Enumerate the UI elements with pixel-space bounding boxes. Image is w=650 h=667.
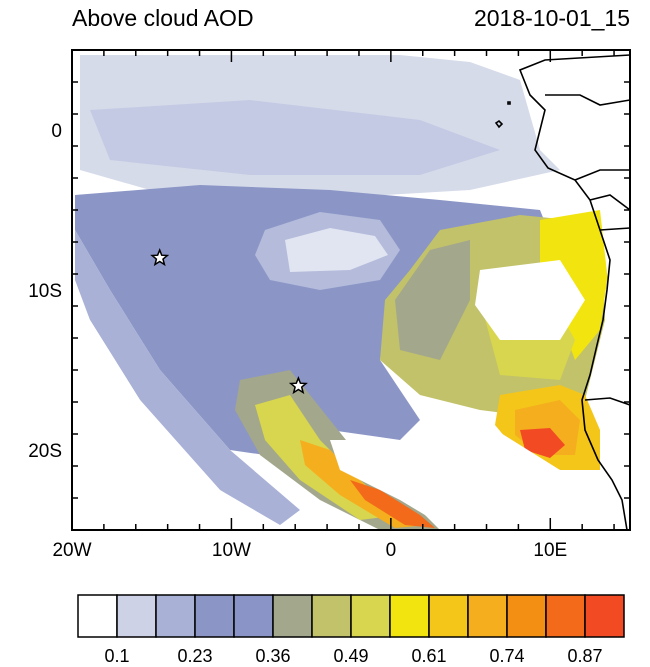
aod-region-sw-orange bbox=[300, 440, 430, 528]
plot-frame bbox=[71, 49, 631, 531]
country-border-1 bbox=[545, 94, 630, 106]
aod-region-clear-east bbox=[475, 260, 585, 340]
star-marker-icon bbox=[288, 375, 308, 395]
colorbar-label: 0.61 bbox=[411, 646, 446, 666]
colorbar-swatch bbox=[155, 594, 196, 638]
island-1 bbox=[494, 119, 504, 129]
colorbar-swatch bbox=[428, 594, 469, 638]
colorbar-swatch bbox=[233, 594, 274, 638]
y-tick-label: 10S bbox=[28, 281, 62, 302]
colorbar-swatch bbox=[311, 594, 352, 638]
colorbar-swatch bbox=[584, 594, 625, 638]
map-timestamp: 2018-10-01_15 bbox=[474, 5, 630, 31]
x-tick-label: 10W bbox=[212, 540, 251, 561]
aod-region-clear-south bbox=[330, 420, 620, 530]
colorbar-swatch bbox=[272, 594, 313, 638]
colorbar-label: 0.49 bbox=[333, 646, 368, 666]
island-2 bbox=[507, 101, 511, 105]
aod-region-inner-white bbox=[285, 228, 388, 272]
aod-region-west-band bbox=[75, 230, 300, 525]
country-border-2 bbox=[574, 169, 630, 181]
colorbar-swatch bbox=[350, 594, 391, 638]
aod-region-clear-se-land bbox=[600, 200, 630, 530]
axis-tick-labels: 20W 10W 0 10E 0 10S 20S bbox=[28, 121, 567, 561]
colorbar-label: 0.1 bbox=[104, 646, 129, 666]
coastline bbox=[494, 54, 630, 530]
axis-ticks bbox=[71, 49, 630, 531]
station-markers bbox=[150, 247, 308, 395]
star-marker-icon bbox=[150, 247, 170, 267]
map-title: Above cloud AOD bbox=[72, 5, 254, 31]
aod-region-red bbox=[520, 428, 565, 458]
aod-field bbox=[72, 55, 630, 530]
colorbar-swatch bbox=[116, 594, 157, 638]
x-tick-label: 10E bbox=[533, 540, 567, 561]
colorbar-label: 0.36 bbox=[255, 646, 290, 666]
y-tick-label: 0 bbox=[51, 121, 62, 142]
x-tick-label: 20W bbox=[52, 540, 91, 561]
africa-coast bbox=[518, 54, 630, 530]
country-border-3 bbox=[589, 194, 630, 211]
aod-region-sw-red bbox=[350, 480, 435, 528]
aod-region-olive-dark bbox=[395, 240, 470, 360]
colorbar-label: 0.74 bbox=[489, 646, 524, 666]
colorbar-swatch bbox=[389, 594, 430, 638]
colorbar-swatch bbox=[194, 594, 235, 638]
colorbar-swatch bbox=[545, 594, 586, 638]
colorbar-swatch bbox=[506, 594, 547, 638]
aod-region-clear-southwest bbox=[72, 300, 280, 530]
aod-region-low-north-2 bbox=[90, 100, 500, 175]
country-border-5 bbox=[584, 397, 630, 406]
colorbar: 0.1 0.23 0.36 0.49 0.61 0.74 0.87 bbox=[77, 594, 625, 666]
colorbar-swatch bbox=[77, 594, 118, 638]
colorbar-swatch bbox=[467, 594, 508, 638]
colorbar-label: 0.23 bbox=[177, 646, 212, 666]
colorbar-label: 0.87 bbox=[567, 646, 602, 666]
country-border-4 bbox=[599, 227, 630, 231]
x-tick-label: 0 bbox=[386, 540, 397, 561]
y-tick-label: 20S bbox=[28, 441, 62, 462]
